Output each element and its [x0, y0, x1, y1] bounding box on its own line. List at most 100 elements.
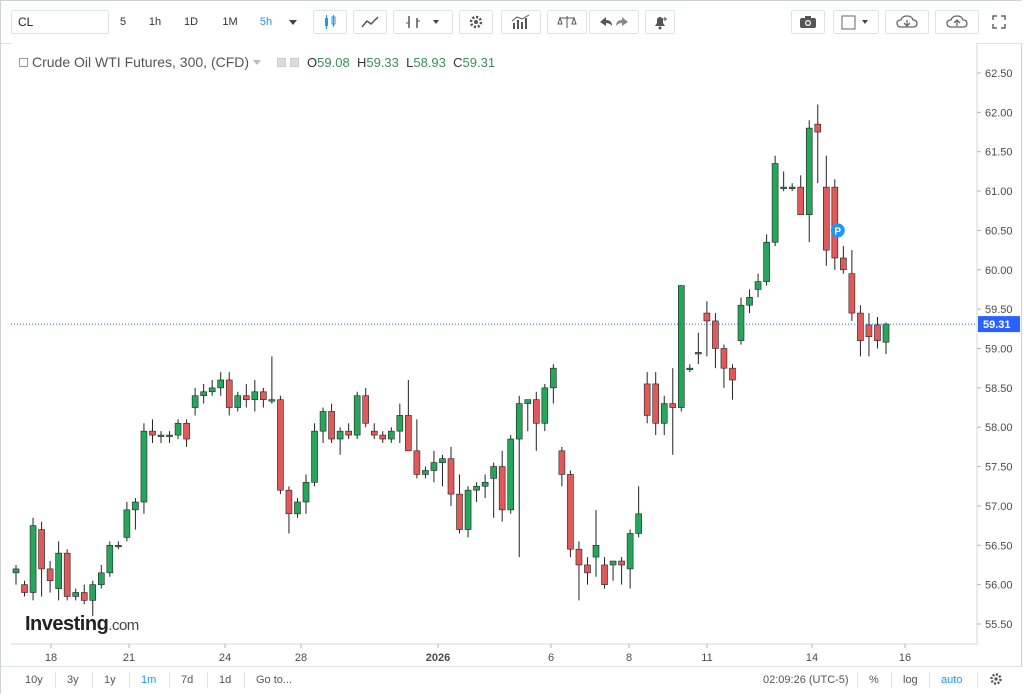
- y-tick-label: 57.50: [985, 462, 1013, 474]
- interval-5h[interactable]: 5h: [251, 10, 281, 34]
- fullscreen-icon[interactable]: [985, 10, 1013, 34]
- compare-scale-icon[interactable]: [547, 10, 587, 34]
- candle-body: [831, 186, 839, 259]
- range-1m[interactable]: 1m: [141, 674, 157, 686]
- bottom-bar: 10y 3y 1y 1m 7d 1d Go to... 02:09:26 (UT…: [1, 666, 1023, 694]
- undo-redo-icon[interactable]: [589, 10, 639, 34]
- candle-body: [38, 529, 45, 570]
- candle-body: [626, 533, 634, 570]
- camera-icon[interactable]: [791, 10, 825, 34]
- candle-body: [413, 450, 421, 475]
- candle-body: [260, 391, 267, 400]
- interval-1d[interactable]: 1D: [175, 10, 207, 34]
- last-price-label: 59.31: [983, 319, 1011, 331]
- candle-body: [515, 403, 523, 440]
- log-toggle[interactable]: log: [903, 674, 918, 686]
- candle-body: [387, 430, 395, 440]
- y-tick-label: 61.50: [985, 147, 1013, 159]
- legend-dropdown-icon[interactable]: [253, 59, 262, 65]
- x-tick-label: 2026: [426, 652, 450, 664]
- candle-body: [362, 395, 370, 424]
- candle-body: [882, 323, 890, 343]
- x-tick-label: 14: [806, 652, 818, 664]
- candle-body: [746, 297, 753, 306]
- last-price-tag: [978, 316, 1020, 333]
- candle-body: [567, 474, 574, 550]
- candle-body: [788, 186, 796, 189]
- candle-body: [294, 501, 301, 515]
- candle-body: [63, 552, 71, 597]
- y-tick-label: 59.50: [985, 304, 1013, 316]
- candle-body: [814, 123, 822, 133]
- chart-style-dropdown[interactable]: [833, 10, 879, 34]
- range-10y[interactable]: 10y: [25, 674, 43, 686]
- y-tick-label: 58.50: [985, 383, 1013, 395]
- candle-body: [754, 281, 762, 290]
- candle-body: [447, 458, 455, 495]
- y-tick-label: 61.00: [985, 186, 1013, 198]
- legend-eye-icon[interactable]: [277, 57, 287, 67]
- percent-toggle[interactable]: %: [869, 674, 879, 686]
- y-tick-label: 59.00: [985, 344, 1013, 356]
- candle-body: [763, 241, 770, 282]
- candle-body: [439, 458, 446, 463]
- symbol-input[interactable]: [11, 10, 109, 34]
- candle-body: [302, 482, 310, 503]
- candle-body: [771, 163, 779, 243]
- interval-5[interactable]: 5: [109, 10, 137, 34]
- candle-body: [584, 564, 591, 574]
- candle-body: [396, 415, 404, 432]
- candle-body: [609, 560, 617, 566]
- candle-body: [695, 352, 702, 355]
- auto-toggle[interactable]: auto: [941, 674, 963, 686]
- legend-settings-icon[interactable]: [290, 57, 300, 67]
- price-chart[interactable]: 62.50 62.00 61.50 61.00 60.50 60.00 59.50 59.00…: [1, 43, 1021, 665]
- x-tick-label: 28: [295, 652, 307, 664]
- candle-body: [822, 186, 830, 251]
- logo-brand: Investing: [25, 613, 109, 635]
- line-chart-icon[interactable]: [353, 10, 387, 34]
- low-value: 58.93: [413, 54, 446, 70]
- interval-1m[interactable]: 1M: [213, 10, 247, 34]
- toolbar: 5 1h 1D 1M 5h: [1, 1, 1023, 44]
- candle-body: [285, 489, 293, 515]
- investing-logo: Investing.com: [25, 613, 139, 636]
- range-7d[interactable]: 7d: [181, 674, 194, 686]
- interval-1h[interactable]: 1h: [139, 10, 171, 34]
- studies-icon[interactable]: [501, 10, 541, 34]
- range-1d[interactable]: 1d: [219, 674, 232, 686]
- collapse-legend-icon[interactable]: [19, 57, 28, 67]
- x-tick-label: 24: [219, 652, 231, 664]
- x-tick-label: 18: [45, 652, 57, 664]
- cloud-download-icon[interactable]: [885, 10, 929, 34]
- goto-date-button[interactable]: Go to...: [256, 674, 293, 686]
- interval-dropdown-icon[interactable]: [283, 10, 303, 34]
- y-tick-label: 56.00: [985, 580, 1013, 592]
- candle-body: [157, 434, 165, 437]
- candle-body: [643, 383, 651, 416]
- candle-body: [217, 379, 225, 389]
- indicators-icon[interactable]: [393, 10, 453, 34]
- candle-body: [191, 395, 199, 408]
- candle-body: [720, 348, 728, 369]
- event-marker-label: P: [834, 226, 841, 237]
- candle-body: [797, 186, 805, 215]
- alert-bell-icon[interactable]: [645, 10, 675, 34]
- candle-body: [379, 434, 387, 440]
- candle-body: [422, 470, 429, 475]
- candle-body: [703, 312, 711, 322]
- cloud-upload-icon[interactable]: [935, 10, 979, 34]
- candles-icon[interactable]: [313, 10, 347, 34]
- x-tick-label: 21: [123, 652, 135, 664]
- logo-suffix: .com: [108, 617, 139, 634]
- ohlc-values: O59.08 H59.33 L58.93 C59.31: [307, 54, 496, 70]
- candle-body: [677, 285, 685, 408]
- chart-settings-gear-icon[interactable]: [989, 672, 1003, 689]
- candle-body: [840, 257, 847, 271]
- settings-gear-icon[interactable]: [459, 10, 493, 34]
- range-1y[interactable]: 1y: [104, 674, 116, 686]
- range-3y[interactable]: 3y: [67, 674, 79, 686]
- candle-body: [55, 552, 62, 589]
- candle-body: [712, 320, 719, 349]
- y-tick-label: 55.50: [985, 619, 1013, 631]
